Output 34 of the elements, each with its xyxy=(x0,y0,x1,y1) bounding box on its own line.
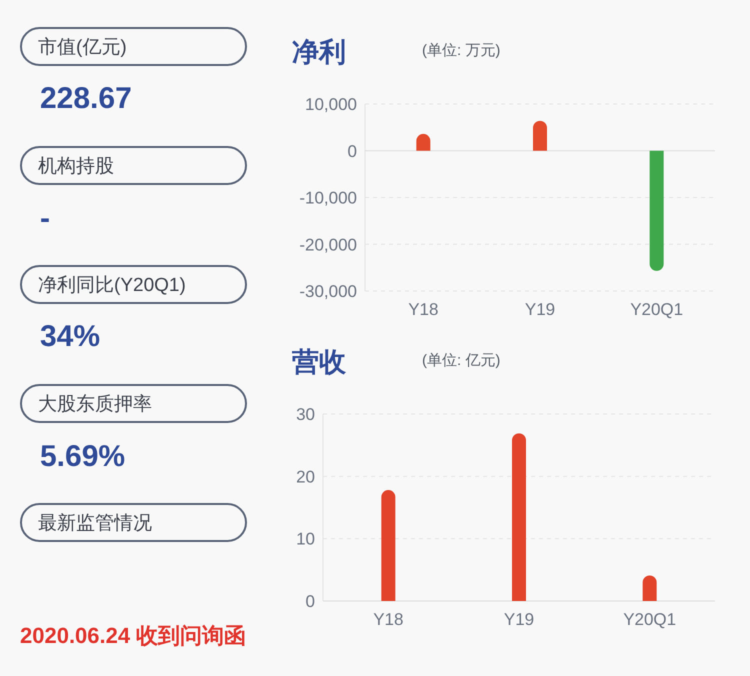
text: 机构持股 xyxy=(38,156,114,177)
bar xyxy=(512,433,526,601)
x-tick-label: Y19 xyxy=(504,610,534,629)
bar xyxy=(642,575,657,601)
y-tick-label: 30 xyxy=(296,405,315,424)
text: 市值(亿元) xyxy=(38,36,127,58)
bar xyxy=(533,120,547,151)
chart-title: 营收 xyxy=(291,347,347,377)
y-tick-label: -20,000 xyxy=(299,235,357,254)
text: 34% xyxy=(40,320,100,353)
text: 最新监管情况 xyxy=(38,512,152,534)
y-tick-label: -30,000 xyxy=(299,282,357,301)
bar xyxy=(650,150,664,271)
y-tick-label: 0 xyxy=(306,592,315,611)
x-tick-label: Y18 xyxy=(408,300,438,319)
chart-subtitle: (单位: 万元) xyxy=(422,42,500,59)
text: - xyxy=(40,202,50,235)
bar xyxy=(381,490,396,601)
y-tick-label: 10,000 xyxy=(305,95,357,114)
text: 净利同比(Y20Q1) xyxy=(38,275,186,296)
x-tick-label: Y19 xyxy=(524,300,556,319)
chart-title: 净利 xyxy=(292,37,346,67)
x-tick-label: Y20Q1 xyxy=(630,300,684,319)
text: 大股东质押率 xyxy=(38,393,152,415)
chart-subtitle: (单位: 亿元) xyxy=(422,352,500,369)
text: 2020.06.24 收到问询函 xyxy=(20,623,246,648)
y-tick-label: 0 xyxy=(348,142,357,161)
y-tick-label: -10,000 xyxy=(299,188,357,208)
x-tick-label: Y18 xyxy=(373,610,404,629)
y-tick-label: 20 xyxy=(296,467,315,486)
y-tick-label: 10 xyxy=(296,530,315,549)
x-tick-label: Y20Q1 xyxy=(623,610,676,629)
text: 5.69% xyxy=(40,440,126,473)
text: 228.67 xyxy=(40,82,132,115)
